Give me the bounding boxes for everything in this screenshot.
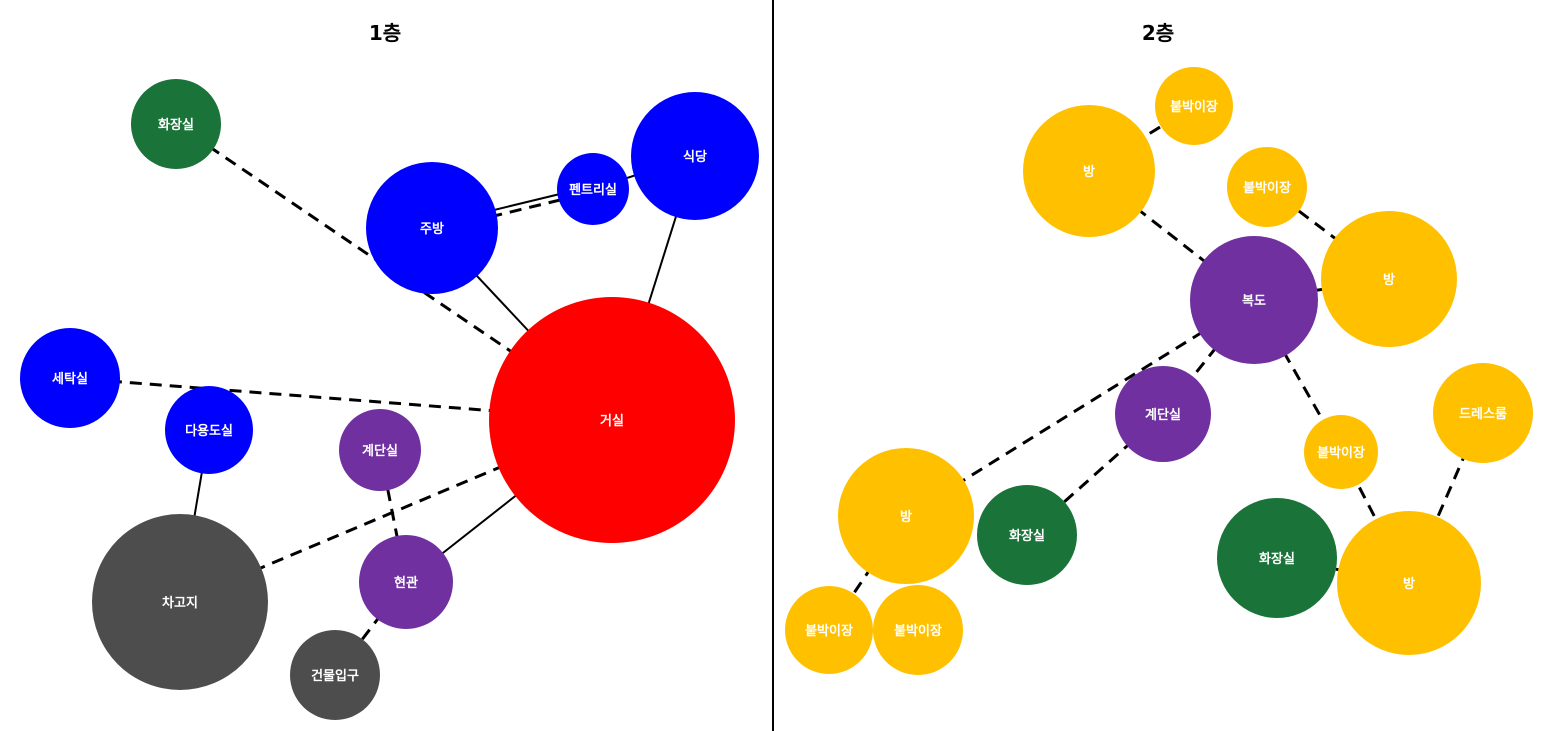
edge-laundry-living — [69, 376, 613, 422]
node-closet_bl: 붙박이장 — [785, 586, 873, 674]
node-label: 식당 — [683, 149, 707, 165]
node-label: 붙박이장 — [894, 623, 942, 639]
node-circle — [131, 79, 221, 169]
node-label: 현관 — [394, 575, 418, 591]
node-label: 화장실 — [1009, 528, 1045, 544]
node-entrance: 건물입구 — [290, 630, 380, 720]
node-circle — [489, 297, 735, 543]
node-circle — [20, 328, 120, 428]
node-room_se: 방 — [1337, 511, 1481, 655]
node-stairs2: 계단실 — [1115, 366, 1211, 462]
node-label: 세탁실 — [52, 371, 88, 387]
node-bath3: 화장실 — [1217, 498, 1337, 618]
node-circle — [359, 535, 453, 629]
node-label: 계단실 — [1145, 407, 1181, 423]
node-circle — [1321, 211, 1457, 347]
node-kitchen: 주방 — [366, 162, 498, 294]
node-circle — [1217, 498, 1337, 618]
node-garage: 차고지 — [92, 514, 268, 690]
node-circle — [1190, 236, 1318, 364]
node-label: 건물입구 — [311, 668, 359, 684]
node-label: 차고지 — [162, 595, 198, 611]
node-circle — [785, 586, 873, 674]
node-closet_br: 붙박이장 — [873, 585, 963, 675]
node-closet_top: 붙박이장 — [1155, 67, 1233, 145]
node-circle — [977, 485, 1077, 585]
node-label: 주방 — [420, 221, 444, 237]
node-foyer: 현관 — [359, 535, 453, 629]
node-circle — [339, 409, 421, 491]
node-laundry: 세탁실 — [20, 328, 120, 428]
floor-1-title: 1층 — [369, 21, 401, 45]
node-label: 펜트리실 — [569, 182, 617, 198]
node-circle — [1155, 67, 1233, 145]
edge-room_nw-hall — [1088, 169, 1255, 302]
node-label: 다용도실 — [185, 423, 233, 439]
node-closet_mid: 붙박이장 — [1227, 147, 1307, 227]
node-dress: 드레스룸 — [1433, 363, 1533, 463]
node-dining: 식당 — [631, 92, 759, 220]
edge-hall-room_sw — [905, 298, 1255, 518]
node-circle — [1433, 363, 1533, 463]
node-label: 복도 — [1242, 294, 1266, 309]
node-label: 화장실 — [158, 117, 194, 133]
node-label: 방 — [900, 509, 912, 525]
node-bath1: 화장실 — [131, 79, 221, 169]
node-closet_right: 붙박이장 — [1304, 415, 1378, 489]
node-circle — [366, 162, 498, 294]
node-circle — [1337, 511, 1481, 655]
floor-2-title: 2층 — [1142, 21, 1174, 45]
node-label: 방 — [1383, 272, 1395, 288]
node-label: 붙박이장 — [1317, 445, 1365, 461]
node-circle — [838, 448, 974, 584]
node-stairs1: 계단실 — [339, 409, 421, 491]
node-pantry: 펜트리실 — [557, 153, 629, 225]
node-label: 붙박이장 — [1243, 180, 1291, 196]
node-bath2: 화장실 — [977, 485, 1077, 585]
node-utility: 다용도실 — [165, 386, 253, 474]
node-circle — [1023, 105, 1155, 237]
node-circle — [873, 585, 963, 675]
node-label: 방 — [1083, 164, 1095, 180]
node-circle — [631, 92, 759, 220]
node-label: 거실 — [600, 413, 624, 429]
node-circle — [557, 153, 629, 225]
node-label: 붙박이장 — [1170, 99, 1218, 115]
node-circle — [165, 386, 253, 474]
node-circle — [1115, 366, 1211, 462]
node-room_ne: 방 — [1321, 211, 1457, 347]
node-hall: 복도 — [1190, 236, 1318, 364]
node-circle — [1304, 415, 1378, 489]
node-living: 거실 — [489, 297, 735, 543]
node-room_sw: 방 — [838, 448, 974, 584]
node-circle — [1227, 147, 1307, 227]
node-label: 붙박이장 — [805, 623, 853, 639]
node-room_nw: 방 — [1023, 105, 1155, 237]
node-label: 화장실 — [1259, 551, 1295, 567]
node-label: 계단실 — [362, 443, 398, 459]
node-label: 드레스룸 — [1459, 406, 1507, 422]
node-label: 방 — [1403, 576, 1415, 592]
node-circle — [290, 630, 380, 720]
node-circle — [92, 514, 268, 690]
